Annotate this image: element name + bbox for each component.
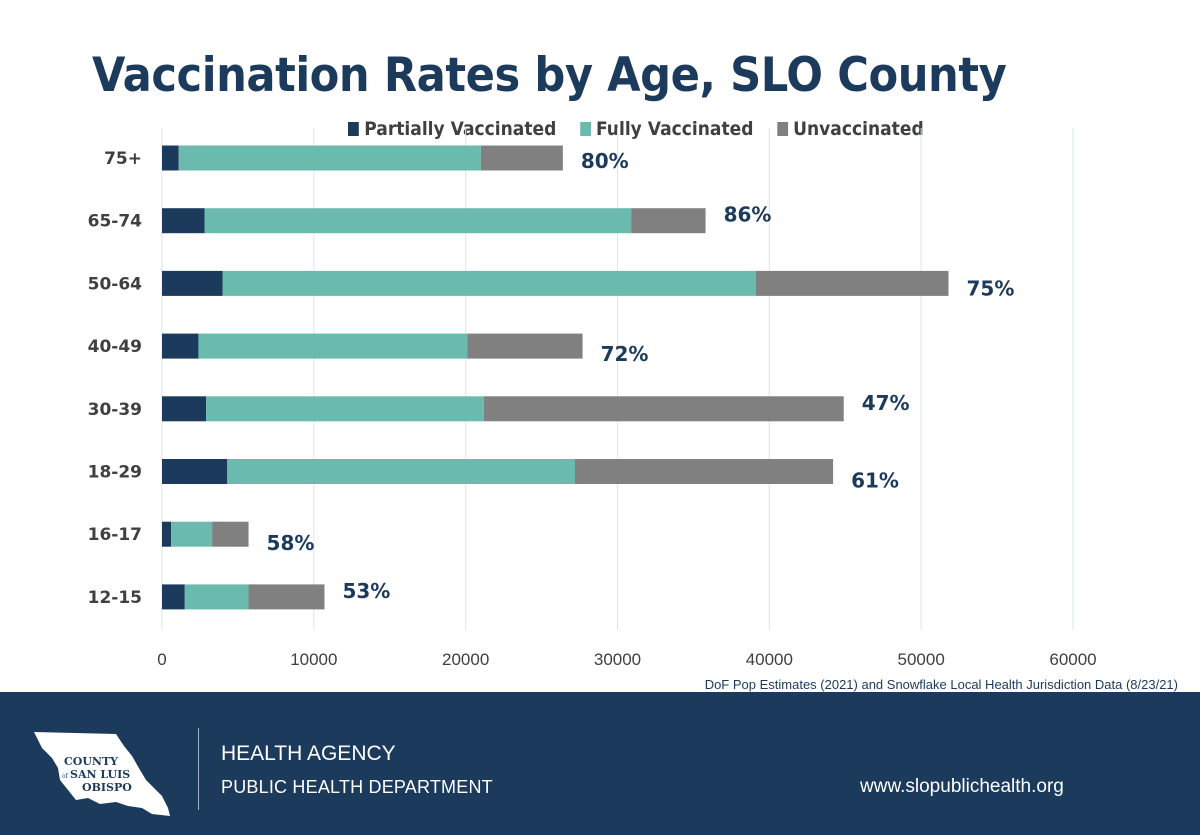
x-tick-label: 0 bbox=[157, 650, 166, 669]
data-label: 58% bbox=[267, 531, 315, 555]
x-tick-label: 60000 bbox=[1049, 650, 1096, 669]
x-tick-label: 40000 bbox=[746, 650, 793, 669]
y-category-label: 12-15 bbox=[88, 588, 142, 608]
legend: Partially Vaccinated Fully Vaccinated Un… bbox=[348, 118, 924, 140]
bar-partial bbox=[162, 333, 199, 359]
bar-full bbox=[184, 584, 249, 610]
bar-partial bbox=[162, 396, 207, 422]
bar-unvaccinated bbox=[483, 396, 844, 422]
bar-full bbox=[198, 333, 468, 359]
agency-name: HEALTH AGENCY bbox=[221, 742, 396, 765]
logo-text-of: of bbox=[62, 773, 69, 780]
y-category-label: 16-17 bbox=[88, 525, 142, 545]
website-link[interactable]: www.slopublichealth.org bbox=[860, 776, 1064, 797]
county-map-logo: COUNTY of SAN LUIS OBISPO bbox=[34, 732, 170, 816]
bar-partial bbox=[162, 270, 223, 296]
bar-partial bbox=[162, 145, 179, 171]
bar-unvaccinated bbox=[467, 333, 583, 359]
legend-label-partial: Partially Vaccinated bbox=[364, 118, 557, 140]
logo-text-obispo: OBISPO bbox=[82, 781, 132, 794]
bar-full bbox=[222, 270, 756, 296]
legend-label-unvaccinated: Unvaccinated bbox=[793, 118, 924, 140]
chart-title: Vaccination Rates by Age, SLO County bbox=[92, 48, 1007, 103]
department-name: PUBLIC HEALTH DEPARTMENT bbox=[221, 777, 493, 797]
legend-item-partial: Partially Vaccinated bbox=[348, 118, 556, 140]
y-category-label: 75+ bbox=[104, 149, 142, 169]
bar-full bbox=[171, 521, 213, 547]
data-label: 86% bbox=[724, 203, 772, 227]
source-note: DoF Pop Estimates (2021) and Snowflake L… bbox=[704, 677, 1178, 692]
chart-plot: 0 10000 20000 30000 40000 50000 60000 75+ 80% 65-… bbox=[88, 128, 1097, 669]
logo-text-san-luis: SAN LUIS bbox=[70, 768, 130, 781]
bar-unvaccinated bbox=[755, 270, 949, 296]
bar-full bbox=[227, 459, 575, 484]
legend-label-full: Fully Vaccinated bbox=[595, 118, 754, 140]
bar-unvaccinated bbox=[480, 145, 563, 171]
legend-item-full: Fully Vaccinated bbox=[579, 118, 754, 140]
legend-swatch-partial bbox=[348, 122, 359, 136]
bar-partial bbox=[162, 584, 185, 610]
data-label: 75% bbox=[966, 276, 1014, 300]
logo-text-county: COUNTY bbox=[64, 755, 118, 768]
legend-swatch-unvaccinated bbox=[776, 122, 788, 136]
bar-unvaccinated bbox=[631, 208, 706, 234]
y-category-label: 40-49 bbox=[88, 337, 142, 357]
bar-full bbox=[178, 145, 481, 171]
bar-partial bbox=[162, 521, 172, 547]
bar-partial bbox=[162, 459, 228, 484]
y-category-label: 30-39 bbox=[88, 400, 142, 420]
bar-unvaccinated bbox=[212, 521, 249, 547]
data-label: 53% bbox=[342, 579, 390, 603]
bar-full bbox=[204, 208, 632, 234]
legend-swatch-full bbox=[579, 122, 591, 136]
bar-unvaccinated bbox=[574, 459, 834, 484]
bar-unvaccinated bbox=[248, 584, 325, 610]
x-tick-label: 20000 bbox=[442, 650, 489, 669]
bar-full bbox=[206, 396, 484, 422]
footer: COUNTY of SAN LUIS OBISPO HEALTH AGENCY … bbox=[0, 692, 1200, 835]
x-tick-label: 10000 bbox=[290, 650, 337, 669]
y-category-label: 18-29 bbox=[88, 463, 142, 483]
footer-divider bbox=[198, 728, 199, 810]
data-label: 61% bbox=[851, 469, 899, 493]
bar-partial bbox=[162, 208, 205, 234]
data-label: 80% bbox=[581, 149, 629, 173]
legend-item-unvaccinated: Unvaccinated bbox=[776, 118, 924, 140]
data-label: 72% bbox=[601, 342, 649, 366]
y-category-label: 50-64 bbox=[88, 274, 143, 294]
x-tick-label: 30000 bbox=[594, 650, 641, 669]
x-tick-label: 50000 bbox=[898, 650, 945, 669]
y-category-label: 65-74 bbox=[88, 212, 143, 232]
data-label: 47% bbox=[862, 391, 910, 415]
